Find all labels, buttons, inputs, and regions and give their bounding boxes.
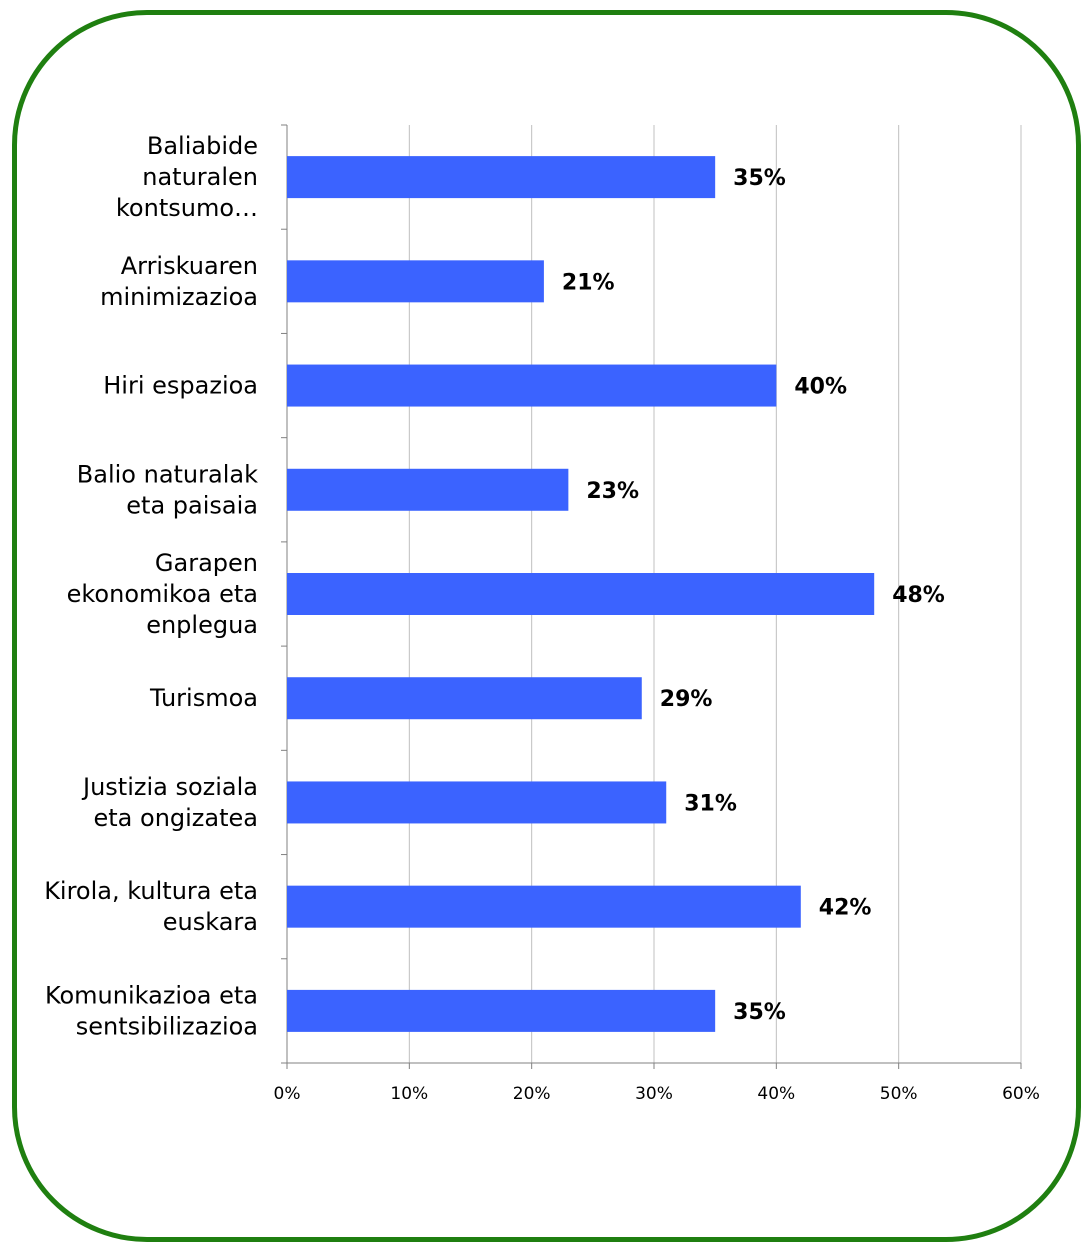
x-tick-label: 40% (757, 1084, 795, 1104)
data-label: 23% (586, 479, 639, 504)
category-label: Garapen (155, 549, 258, 577)
data-label: 40% (794, 375, 847, 400)
x-tick-label: 20% (513, 1084, 551, 1104)
category-label: Kirola, kultura eta (44, 877, 258, 905)
bar (287, 364, 777, 407)
data-label: 48% (892, 583, 945, 608)
data-label: 35% (733, 1000, 786, 1025)
x-tick-label: 60% (1002, 1084, 1040, 1104)
data-label: 21% (562, 270, 615, 295)
bar (287, 885, 801, 928)
category-label: Komunikazioa eta (45, 981, 258, 1009)
labels: 0% 10% 20% 30% 40% 50% 60% 35% Baliabide naturale… (44, 132, 1040, 1104)
category-label: euskara (163, 908, 258, 936)
x-tick-label: 50% (880, 1084, 918, 1104)
category-label: ekonomikoa eta (67, 580, 258, 608)
bars (287, 156, 875, 1032)
bar (287, 989, 716, 1032)
bar (287, 781, 667, 824)
bar (287, 260, 544, 303)
x-tick-label: 30% (635, 1084, 673, 1104)
category-label: sentsibilizazioa (76, 1012, 258, 1040)
category-label: Hiri espazioa (103, 372, 258, 400)
bar (287, 468, 569, 511)
category-label: kontsumo… (116, 194, 258, 222)
category-label: eta paisaia (126, 491, 258, 519)
x-tick-label: 10% (390, 1084, 428, 1104)
bar (287, 573, 875, 615)
category-label: naturalen (142, 163, 258, 191)
category-label: Arriskuaren (121, 252, 258, 280)
category-label: Turismoa (149, 684, 258, 712)
bar (287, 677, 642, 720)
category-label: enplegua (146, 611, 258, 639)
chart-frame (12, 10, 1081, 1242)
x-tick-label: 0% (274, 1084, 301, 1104)
category-label: eta ongizatea (94, 804, 259, 832)
bar (287, 156, 716, 199)
data-label: 35% (733, 166, 786, 191)
data-label: 31% (684, 791, 737, 816)
category-label: Justizia soziala (81, 773, 258, 801)
category-label: Baliabide (147, 132, 258, 160)
data-label: 42% (819, 896, 872, 921)
category-label: minimizazioa (100, 283, 258, 311)
category-label: Balio naturalak (77, 460, 258, 488)
data-label: 29% (660, 687, 713, 712)
